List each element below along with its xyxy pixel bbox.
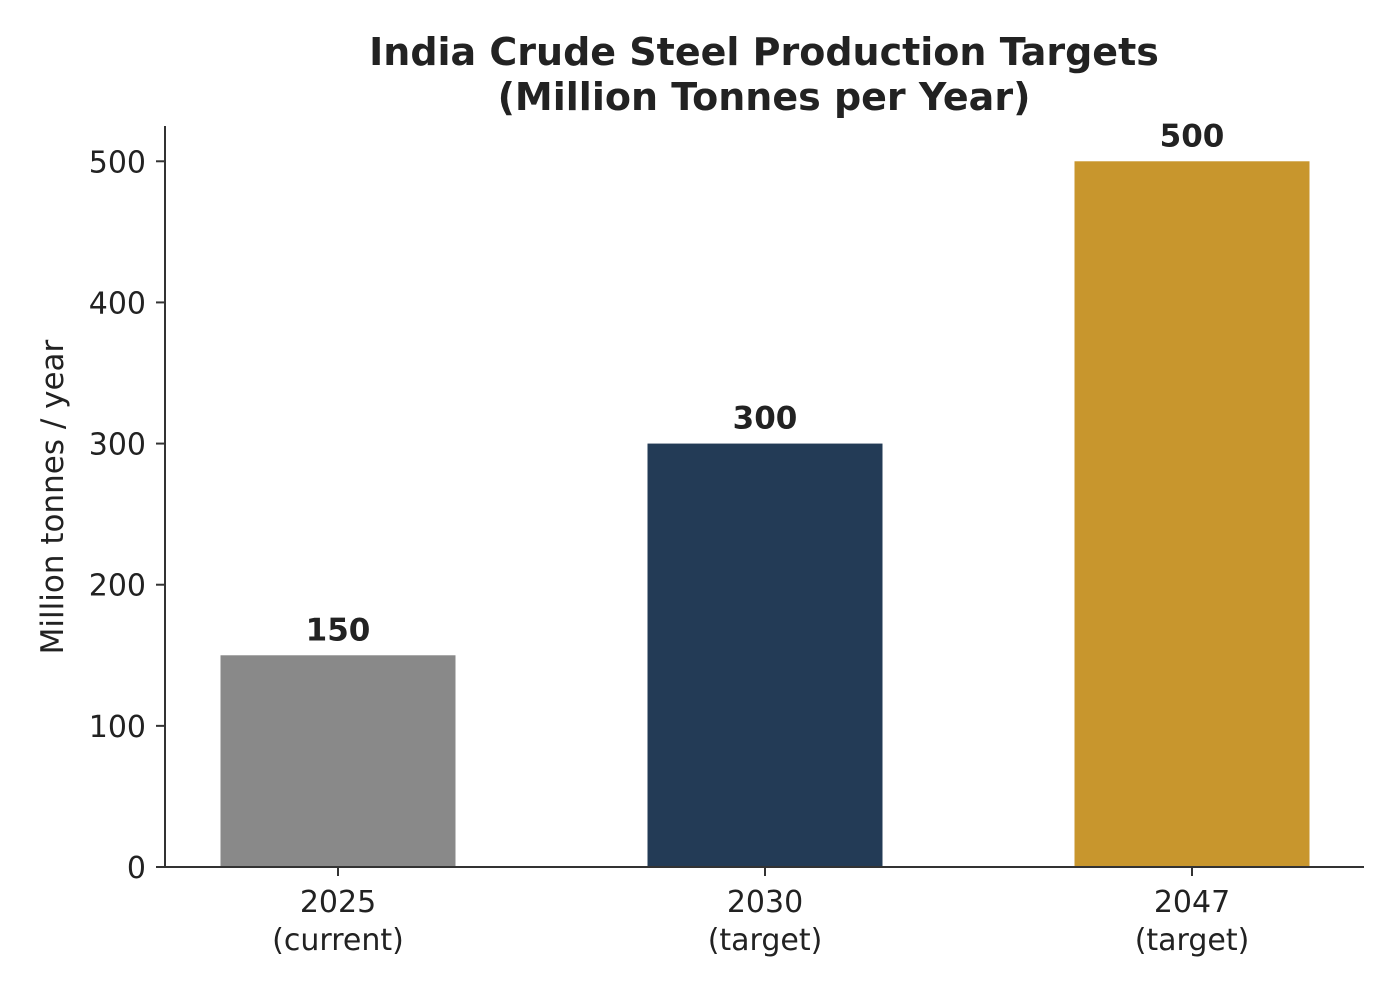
y-tick-label: 0 — [127, 851, 146, 886]
y-tick-label: 100 — [89, 710, 146, 745]
data-label-2025: 150 — [306, 612, 371, 648]
x-tick-label-status: (current) — [272, 923, 404, 958]
bar-2047 — [1074, 161, 1310, 868]
x-tick-label-year: 2025 — [300, 885, 376, 920]
data-label-2030: 300 — [733, 401, 798, 437]
bar-2030 — [647, 443, 883, 867]
y-axis-label: Million tonnes / year — [35, 339, 71, 654]
data-labels: 150 300 500 — [306, 118, 1225, 648]
data-label-2047: 500 — [1160, 118, 1225, 154]
x-tick-label-year: 2030 — [727, 885, 803, 920]
y-tick-label: 200 — [89, 569, 146, 604]
bars — [220, 161, 1310, 868]
y-axis-ticks: 0 100 200 300 400 500 — [89, 145, 165, 886]
y-tick-label: 500 — [89, 145, 146, 180]
x-tick-label-year: 2047 — [1154, 885, 1230, 920]
chart-title-line-2: (Million Tonnes per Year) — [498, 75, 1031, 119]
y-tick-label: 400 — [89, 286, 146, 321]
bar-2025 — [220, 655, 456, 867]
x-tick-label-status: (target) — [708, 923, 823, 958]
chart-title-line-1: India Crude Steel Production Targets — [369, 30, 1159, 74]
y-tick-label: 300 — [89, 428, 146, 463]
x-axis-ticks: 2025(current)2030(target)2047(target) — [272, 867, 1249, 958]
x-tick-label-status: (target) — [1135, 923, 1250, 958]
